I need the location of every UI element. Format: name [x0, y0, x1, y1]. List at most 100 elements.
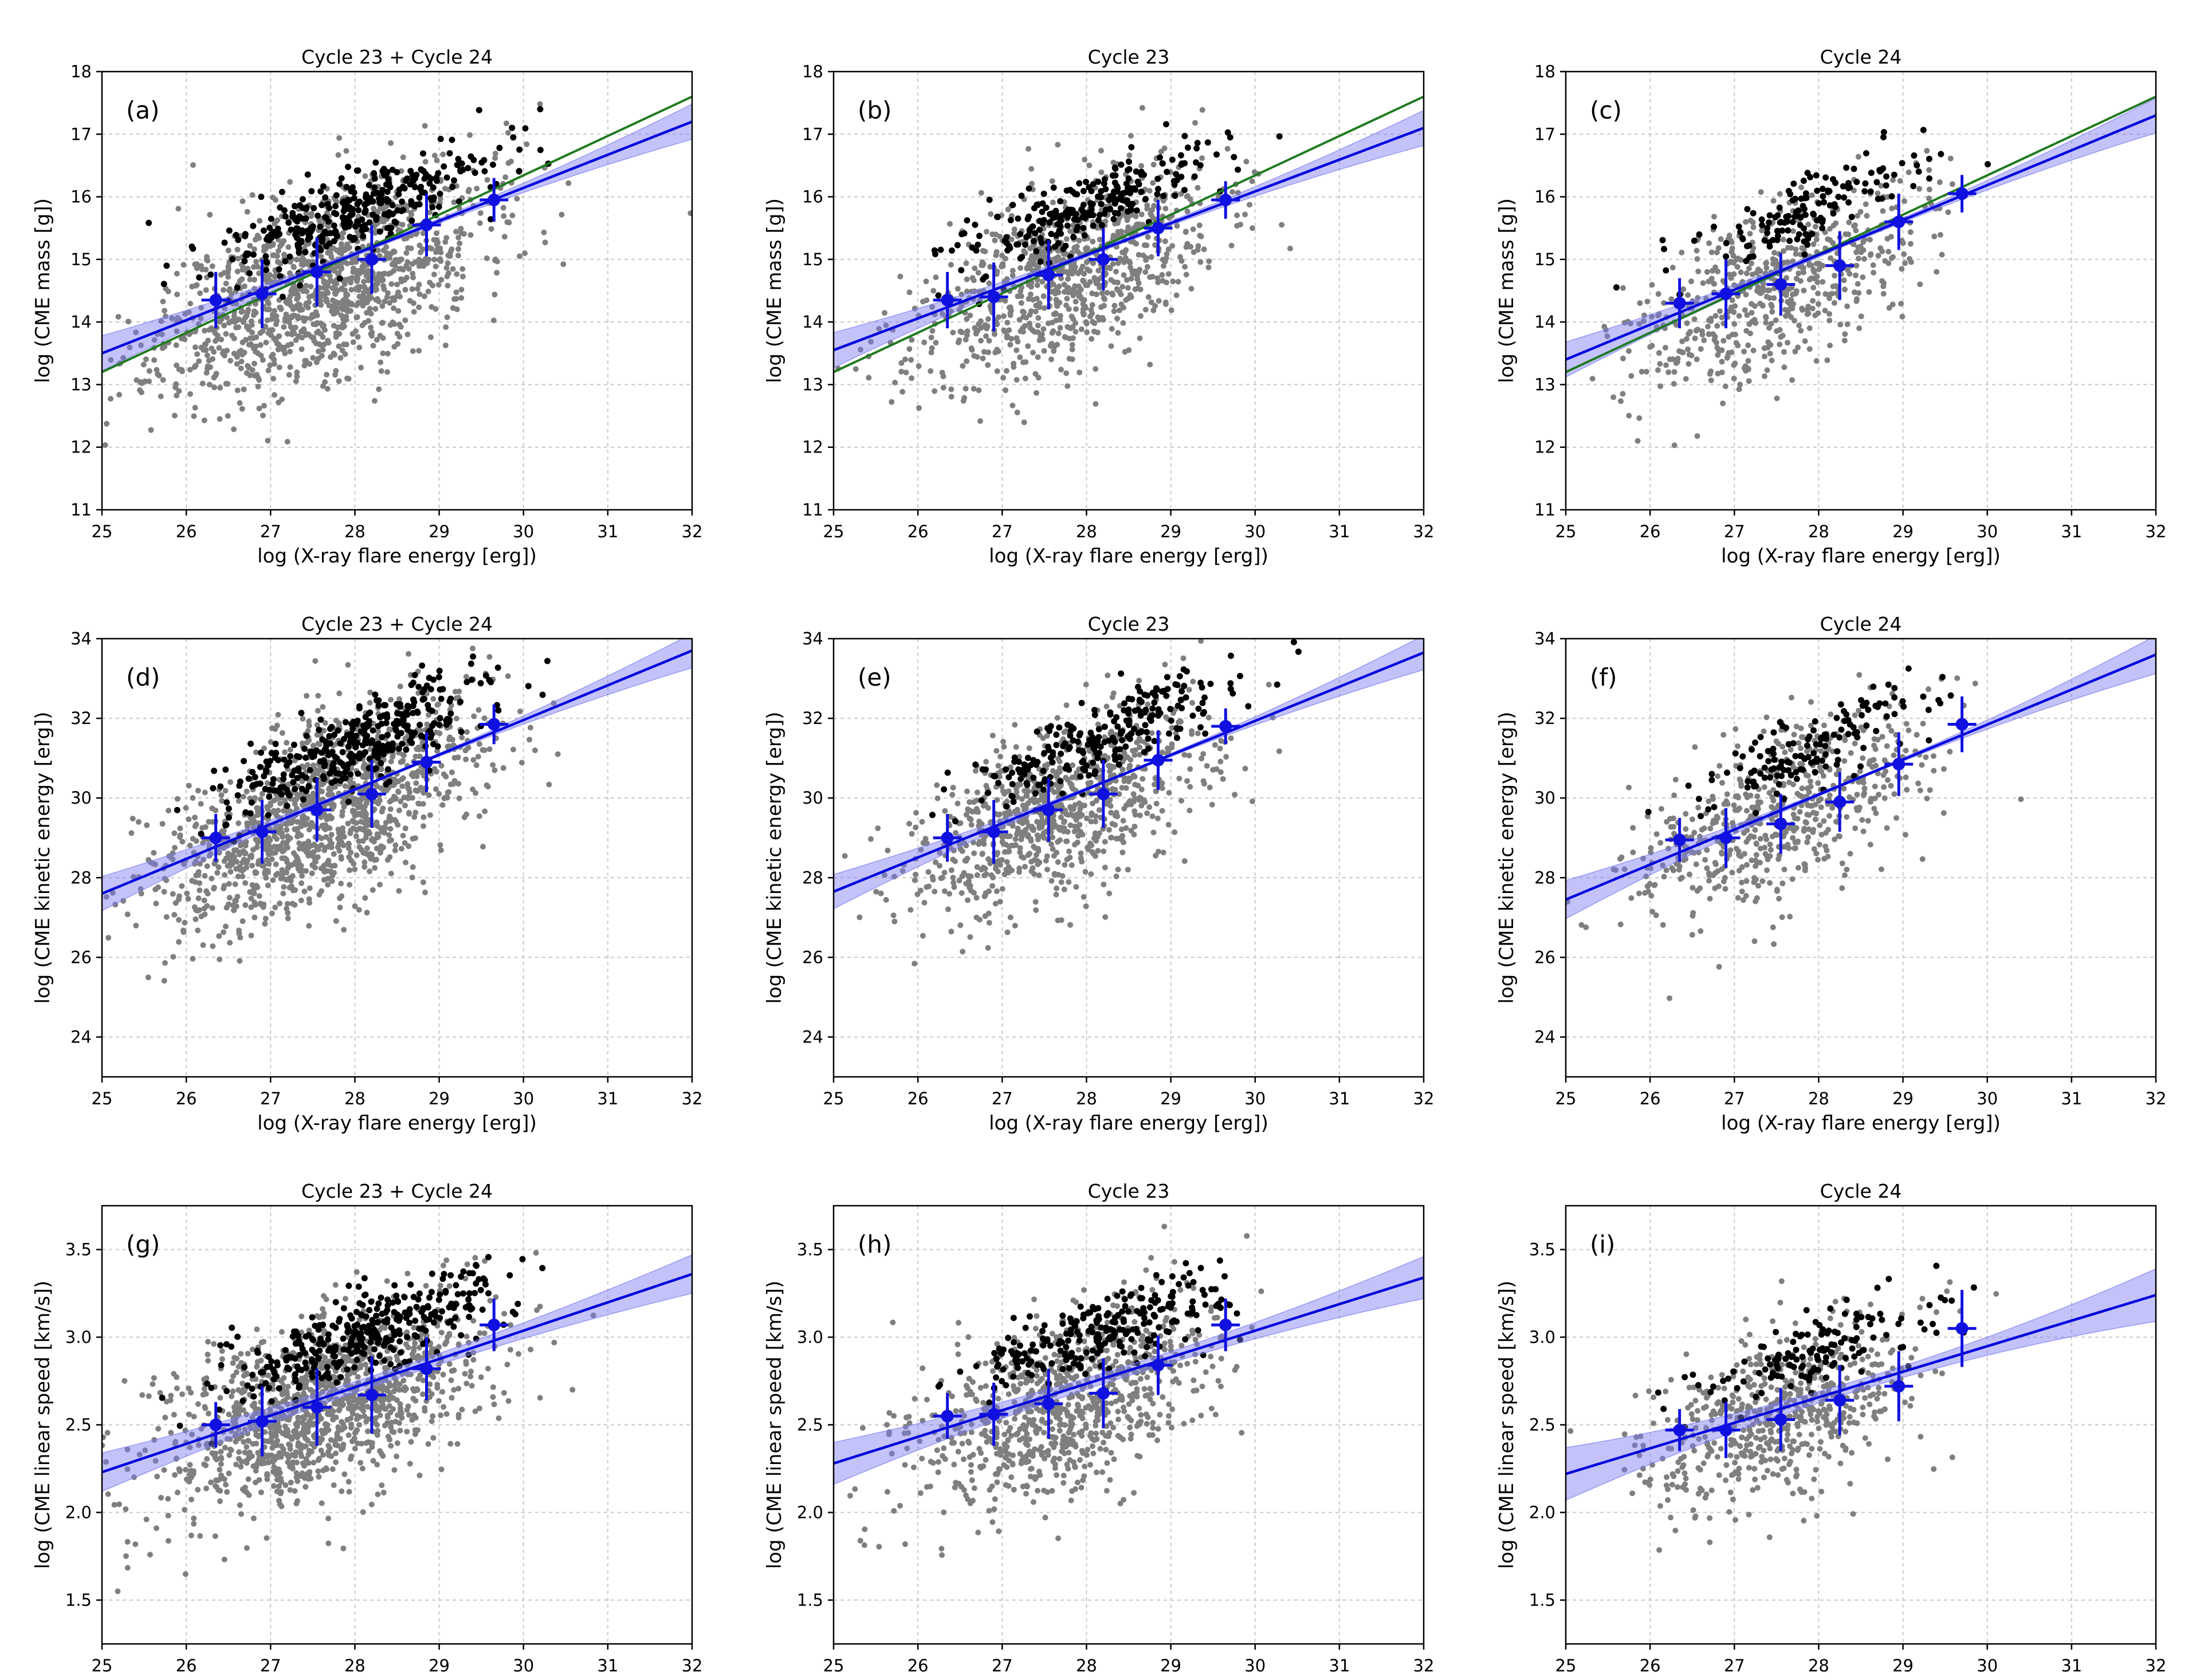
scatter-point-gray: [160, 298, 166, 305]
scatter-point-black: [190, 245, 197, 252]
scatter-point-gray: [416, 304, 422, 310]
scatter-point-black: [1080, 225, 1087, 231]
scatter-point-gray: [1128, 265, 1133, 270]
scatter-point-gray: [280, 347, 286, 353]
scatter-point-gray: [325, 283, 331, 289]
scatter-point-gray: [1708, 377, 1714, 384]
scatter-point-black: [319, 202, 325, 208]
scatter-point-gray: [245, 363, 251, 369]
scatter-point-gray: [306, 923, 312, 929]
scatter-point-gray: [1820, 279, 1826, 285]
scatter-point-black: [296, 202, 303, 208]
scatter-point-gray: [509, 213, 516, 219]
scatter-point-gray: [360, 269, 367, 275]
scatter-point-gray: [1714, 323, 1720, 329]
scatter-point-gray: [261, 745, 267, 752]
scatter-point-gray: [395, 341, 401, 347]
scatter-point-gray: [249, 863, 255, 869]
scatter-point-gray: [1656, 350, 1662, 356]
scatter-point-gray: [394, 281, 400, 288]
scatter-point-gray: [1004, 320, 1011, 326]
scatter-point-black: [1007, 245, 1013, 251]
scatter-point-black: [229, 256, 236, 263]
scatter-point-black: [1142, 196, 1149, 202]
scatter-point-black: [260, 227, 267, 234]
scatter-point-gray: [443, 324, 449, 331]
scatter-point-black: [333, 233, 340, 239]
scatter-point-gray: [1857, 243, 1864, 250]
scatter-point-gray: [500, 765, 506, 771]
y-tick-label: 14: [802, 312, 823, 332]
scatter-point-gray: [929, 304, 936, 310]
scatter-point-black: [449, 136, 455, 143]
scatter-point-gray: [440, 151, 446, 158]
scatter-point-gray: [325, 290, 331, 296]
scatter-point-gray: [277, 243, 283, 249]
scatter-point-black: [351, 195, 358, 202]
scatter-point-gray: [492, 256, 498, 262]
scatter-point-black: [1661, 246, 1667, 253]
scatter-point-black: [510, 134, 517, 141]
scatter-point-black: [241, 258, 248, 265]
scatter-point-gray: [321, 863, 327, 869]
scatter-point-gray: [1852, 222, 1858, 229]
scatter-point-gray: [500, 204, 506, 211]
scatter-point-gray: [341, 341, 347, 348]
scatter-point-gray: [1064, 296, 1070, 302]
scatter-point-gray: [270, 850, 277, 856]
scatter-point-gray: [1145, 234, 1151, 240]
scatter-point-gray: [488, 226, 494, 232]
scatter-point-gray: [436, 791, 442, 797]
scatter-point-gray: [892, 379, 898, 385]
scatter-point-black: [1024, 233, 1031, 239]
scatter-point-black: [1178, 174, 1185, 180]
scatter-point-gray: [396, 696, 402, 702]
scatter-point-black: [1064, 214, 1071, 221]
scatter-point-gray: [1820, 262, 1826, 269]
scatter-point-gray: [378, 846, 384, 852]
scatter-point-gray: [332, 289, 339, 295]
scatter-point-black: [333, 192, 340, 199]
scatter-point-black: [327, 230, 334, 237]
scatter-point-gray: [1142, 306, 1149, 313]
scatter-point-gray: [1686, 352, 1692, 357]
scatter-point-gray: [182, 336, 188, 343]
scatter-point-gray: [1027, 291, 1034, 297]
scatter-point-black: [276, 266, 282, 273]
scatter-point-gray: [1138, 313, 1144, 319]
scatter-point-black: [1110, 172, 1117, 179]
scatter-point-gray: [1641, 318, 1647, 324]
scatter-point-black: [441, 163, 447, 170]
scatter-point-gray: [252, 914, 258, 920]
scatter-point-gray: [214, 869, 221, 876]
scatter-point-gray: [434, 748, 441, 754]
scatter-point-gray: [1718, 236, 1724, 242]
scatter-point-gray: [390, 295, 396, 301]
scatter-point-gray: [1805, 221, 1812, 227]
scatter-point-gray: [404, 259, 411, 265]
scatter-point-gray: [983, 333, 989, 339]
scatter-point-gray: [340, 230, 347, 236]
scatter-point-black: [1171, 178, 1178, 184]
scatter-point-gray: [221, 322, 227, 329]
scatter-point-gray: [1863, 201, 1869, 207]
scatter-point-gray: [355, 284, 362, 290]
scatter-point-gray: [1148, 211, 1154, 217]
scatter-point-gray: [980, 261, 987, 267]
binned-mean-marker: [209, 293, 222, 306]
scatter-point-black: [366, 219, 373, 226]
scatter-point-gray: [431, 766, 438, 772]
scatter-point-gray: [372, 275, 378, 281]
scatter-point-gray: [453, 289, 459, 296]
scatter-point-gray: [217, 318, 223, 325]
scatter-point-gray: [1750, 224, 1757, 230]
scatter-point-gray: [972, 265, 978, 272]
scatter-point-gray: [250, 344, 257, 350]
scatter-point-gray: [274, 217, 281, 223]
scatter-point-gray: [1796, 322, 1802, 329]
scatter-point-gray: [978, 190, 984, 196]
scatter-point-gray: [1000, 375, 1007, 381]
scatter-point-gray: [1798, 328, 1804, 334]
scatter-point-gray: [336, 270, 342, 276]
scatter-point-gray: [1694, 356, 1700, 363]
